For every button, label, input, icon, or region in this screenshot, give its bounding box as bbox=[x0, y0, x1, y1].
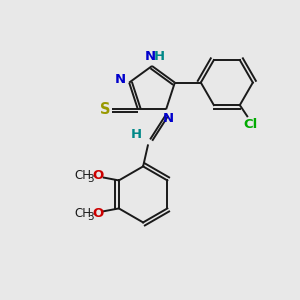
Text: 3: 3 bbox=[88, 212, 94, 222]
Text: Cl: Cl bbox=[244, 118, 258, 130]
Text: N: N bbox=[115, 73, 126, 86]
Text: CH: CH bbox=[74, 207, 92, 220]
Text: H: H bbox=[153, 50, 165, 64]
Text: S: S bbox=[100, 102, 110, 117]
Text: N: N bbox=[144, 50, 156, 64]
Text: N: N bbox=[163, 112, 174, 125]
Text: H: H bbox=[130, 128, 142, 141]
Text: O: O bbox=[92, 169, 103, 182]
Text: 3: 3 bbox=[88, 174, 94, 184]
Text: CH: CH bbox=[74, 169, 92, 182]
Text: O: O bbox=[92, 207, 103, 220]
